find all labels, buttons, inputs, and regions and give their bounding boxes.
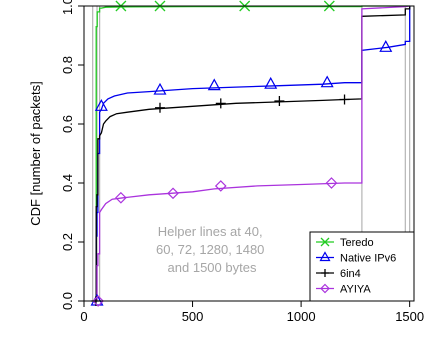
x-marker (320, 237, 330, 247)
triangle-marker (319, 251, 331, 262)
annotation-line: and 1500 bytes (168, 260, 257, 275)
x-tick-label: 1500 (395, 309, 424, 324)
y-tick-label: 0.6 (60, 115, 75, 133)
legend-label: Native IPv6 (340, 253, 396, 265)
triangle-marker (207, 78, 221, 91)
diamond-marker (325, 177, 338, 189)
plus-marker (154, 102, 165, 113)
diamond-marker (214, 180, 227, 192)
diamond-marker (320, 283, 330, 294)
plus-marker (215, 98, 226, 109)
legend-label: Teredo (340, 237, 374, 249)
diamond-marker (92, 295, 104, 307)
annotation-line: 60, 72, 1280, 1480 (156, 242, 264, 257)
y-tick-label: 0.2 (60, 233, 75, 251)
plot-frame (83, 5, 415, 302)
series-line (92, 6, 411, 302)
legend-label: AYIYA (340, 284, 371, 296)
diamond-marker (167, 187, 179, 200)
triangle-marker (153, 82, 167, 95)
y-tick-label: 0.4 (60, 174, 75, 192)
y-axis-title: CDF [number of packets] (28, 81, 43, 226)
series-lines (92, 5, 411, 302)
annotation-line: Helper lines at 40, (158, 224, 263, 239)
triangle-marker (379, 40, 393, 52)
y-axis: 0.0 0.2 0.4 0.6 0.8 1.0 (60, 0, 84, 310)
series-line (92, 5, 410, 302)
legend-label: 6in4 (340, 268, 361, 280)
x-tick-label: 0 (80, 309, 87, 324)
x-tick-label: 1000 (287, 309, 316, 324)
helper-lines-annotation: Helper lines at 40, 60, 72, 1280, 1480 a… (156, 224, 268, 275)
triangle-marker (94, 99, 108, 111)
y-tick-label: 0.8 (60, 56, 75, 74)
legend-items: Teredo Native IPv6 6in4 AYIYA (316, 237, 396, 296)
x-tick-label: 500 (182, 309, 204, 324)
plus-marker (339, 94, 350, 105)
diamond-marker (115, 191, 127, 204)
plus-marker (321, 269, 329, 277)
series-line (92, 5, 410, 302)
y-tick-label: 1.0 (60, 0, 75, 15)
legend: Teredo Native IPv6 6in4 AYIYA (309, 231, 415, 302)
y-tick-label: 0.0 (60, 292, 75, 310)
x-axis: 0 500 1000 1500 (80, 301, 424, 324)
triangle-marker (264, 76, 278, 89)
plus-marker (274, 95, 285, 106)
triangle-marker (320, 75, 334, 88)
